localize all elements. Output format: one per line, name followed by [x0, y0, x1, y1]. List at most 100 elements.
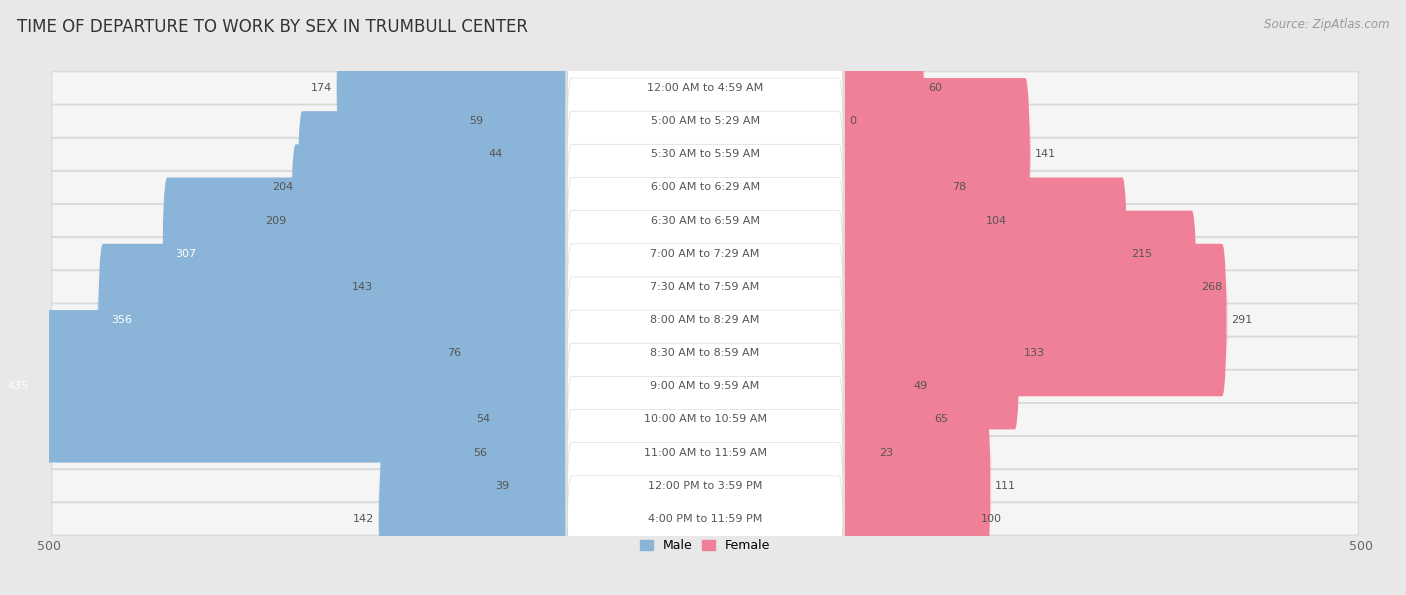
FancyBboxPatch shape [841, 310, 910, 462]
FancyBboxPatch shape [567, 98, 844, 277]
Text: 7:30 AM to 7:59 AM: 7:30 AM to 7:59 AM [651, 282, 759, 292]
Text: 133: 133 [1024, 348, 1045, 358]
FancyBboxPatch shape [841, 211, 1197, 363]
Text: 7:00 AM to 7:29 AM: 7:00 AM to 7:29 AM [651, 249, 759, 259]
FancyBboxPatch shape [465, 277, 569, 430]
FancyBboxPatch shape [567, 32, 844, 211]
Text: 49: 49 [914, 381, 928, 392]
Text: 8:30 AM to 8:59 AM: 8:30 AM to 8:59 AM [651, 348, 759, 358]
Text: 356: 356 [111, 315, 132, 325]
Text: 60: 60 [928, 83, 942, 93]
FancyBboxPatch shape [567, 363, 844, 542]
Text: 59: 59 [470, 116, 484, 126]
FancyBboxPatch shape [841, 12, 924, 164]
FancyBboxPatch shape [841, 377, 876, 529]
FancyBboxPatch shape [841, 343, 931, 496]
FancyBboxPatch shape [52, 337, 1358, 369]
FancyBboxPatch shape [508, 78, 569, 230]
Text: Source: ZipAtlas.com: Source: ZipAtlas.com [1264, 18, 1389, 31]
FancyBboxPatch shape [488, 45, 569, 198]
Text: 111: 111 [995, 481, 1017, 491]
FancyBboxPatch shape [841, 409, 991, 562]
Text: 76: 76 [447, 348, 461, 358]
FancyBboxPatch shape [162, 177, 569, 330]
Text: 54: 54 [475, 415, 489, 424]
Text: 5:30 AM to 5:59 AM: 5:30 AM to 5:59 AM [651, 149, 759, 159]
FancyBboxPatch shape [377, 211, 569, 363]
Text: 12:00 PM to 3:59 PM: 12:00 PM to 3:59 PM [648, 481, 762, 491]
FancyBboxPatch shape [567, 131, 844, 310]
Text: 56: 56 [474, 447, 488, 458]
FancyBboxPatch shape [52, 503, 1358, 535]
FancyBboxPatch shape [567, 297, 844, 476]
Text: 209: 209 [266, 215, 287, 226]
Text: 142: 142 [353, 514, 374, 524]
Text: 9:00 AM to 9:59 AM: 9:00 AM to 9:59 AM [651, 381, 759, 392]
Text: 78: 78 [952, 183, 966, 192]
FancyBboxPatch shape [567, 396, 844, 575]
Text: 65: 65 [935, 415, 949, 424]
FancyBboxPatch shape [567, 330, 844, 509]
Text: 215: 215 [1132, 249, 1153, 259]
FancyBboxPatch shape [841, 244, 1227, 396]
FancyBboxPatch shape [841, 277, 1019, 430]
FancyBboxPatch shape [336, 12, 569, 164]
FancyBboxPatch shape [841, 443, 977, 595]
Text: 0: 0 [849, 116, 856, 126]
FancyBboxPatch shape [513, 409, 569, 562]
FancyBboxPatch shape [52, 171, 1358, 203]
FancyBboxPatch shape [52, 436, 1358, 469]
Text: 12:00 AM to 4:59 AM: 12:00 AM to 4:59 AM [647, 83, 763, 93]
FancyBboxPatch shape [567, 230, 844, 409]
FancyBboxPatch shape [52, 370, 1358, 403]
FancyBboxPatch shape [567, 198, 844, 377]
Text: 435: 435 [7, 381, 28, 392]
Legend: Male, Female: Male, Female [636, 534, 775, 557]
FancyBboxPatch shape [52, 469, 1358, 502]
FancyBboxPatch shape [52, 72, 1358, 104]
FancyBboxPatch shape [567, 264, 844, 443]
Text: 100: 100 [980, 514, 1001, 524]
Text: 11:00 AM to 11:59 AM: 11:00 AM to 11:59 AM [644, 447, 766, 458]
FancyBboxPatch shape [52, 105, 1358, 137]
Text: 6:30 AM to 6:59 AM: 6:30 AM to 6:59 AM [651, 215, 759, 226]
FancyBboxPatch shape [491, 377, 569, 529]
Text: 141: 141 [1035, 149, 1056, 159]
Text: 39: 39 [495, 481, 509, 491]
FancyBboxPatch shape [52, 204, 1358, 237]
Text: 174: 174 [311, 83, 333, 93]
FancyBboxPatch shape [841, 78, 1031, 230]
Text: 44: 44 [489, 149, 503, 159]
Text: 204: 204 [271, 183, 294, 192]
FancyBboxPatch shape [297, 111, 569, 264]
FancyBboxPatch shape [98, 244, 569, 396]
FancyBboxPatch shape [52, 237, 1358, 270]
Text: 6:00 AM to 6:29 AM: 6:00 AM to 6:29 AM [651, 183, 759, 192]
Text: 291: 291 [1232, 315, 1253, 325]
Text: 104: 104 [986, 215, 1007, 226]
FancyBboxPatch shape [378, 443, 569, 595]
Text: 10:00 AM to 10:59 AM: 10:00 AM to 10:59 AM [644, 415, 766, 424]
FancyBboxPatch shape [567, 65, 844, 244]
FancyBboxPatch shape [291, 145, 569, 297]
FancyBboxPatch shape [567, 164, 844, 343]
FancyBboxPatch shape [841, 111, 948, 264]
Text: 143: 143 [352, 282, 373, 292]
Text: 23: 23 [880, 447, 894, 458]
Text: 5:00 AM to 5:29 AM: 5:00 AM to 5:29 AM [651, 116, 759, 126]
FancyBboxPatch shape [841, 145, 981, 297]
FancyBboxPatch shape [52, 304, 1358, 336]
Text: TIME OF DEPARTURE TO WORK BY SEX IN TRUMBULL CENTER: TIME OF DEPARTURE TO WORK BY SEX IN TRUM… [17, 18, 527, 36]
FancyBboxPatch shape [52, 271, 1358, 303]
Text: 4:00 PM to 11:59 PM: 4:00 PM to 11:59 PM [648, 514, 762, 524]
FancyBboxPatch shape [567, 0, 844, 177]
Text: 268: 268 [1201, 282, 1222, 292]
FancyBboxPatch shape [52, 403, 1358, 436]
FancyBboxPatch shape [494, 343, 569, 496]
FancyBboxPatch shape [52, 138, 1358, 171]
Text: 8:00 AM to 8:29 AM: 8:00 AM to 8:29 AM [651, 315, 759, 325]
FancyBboxPatch shape [0, 310, 569, 462]
Text: 307: 307 [176, 249, 197, 259]
FancyBboxPatch shape [567, 430, 844, 595]
FancyBboxPatch shape [841, 177, 1128, 330]
